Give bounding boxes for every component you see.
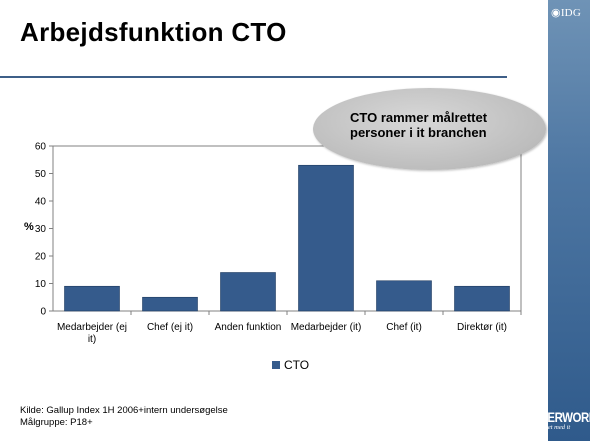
computerworld-logo-text: COMPUTERWORLD xyxy=(500,409,590,425)
y-tick-label: 50 xyxy=(35,169,47,180)
idg-logo: ◉IDG xyxy=(551,6,589,19)
x-category-label: Chef (ej it) xyxy=(147,322,193,333)
x-category-label-line: Medarbejder (it) xyxy=(291,322,362,333)
y-tick-label: 30 xyxy=(35,224,47,235)
legend-swatch-cto xyxy=(272,361,280,369)
y-axis-unit-label: % xyxy=(24,221,34,233)
callout-text: CTO rammer målrettet personer i it branc… xyxy=(350,110,488,140)
bar-4 xyxy=(298,164,354,312)
bars xyxy=(64,164,522,315)
idg-logo-symbol: ◉ xyxy=(551,7,561,19)
y-tick-label: 40 xyxy=(35,197,47,208)
bar-5 xyxy=(376,280,432,312)
bar-6 xyxy=(454,285,510,312)
chart-legend: CTO xyxy=(272,358,309,372)
y-tick-label: 0 xyxy=(40,307,46,318)
computerworld-logo: COMPUTERWORLD hvis du vil noget med it xyxy=(492,409,590,431)
bar-3 xyxy=(220,272,276,312)
x-category-label-line: Direktør (it) xyxy=(457,322,507,333)
right-decorative-band xyxy=(548,0,590,441)
x-category-label-line: Chef (ej it) xyxy=(147,322,193,333)
slide-title: Arbejdsfunktion CTO xyxy=(20,17,287,47)
idg-logo-text: IDG xyxy=(560,7,581,19)
y-axis: 0 10 20 30 40 50 60 xyxy=(35,142,53,318)
y-tick-label: 10 xyxy=(35,279,47,290)
x-category-label-line: it) xyxy=(88,334,96,345)
title-divider xyxy=(0,76,507,78)
plot-area xyxy=(52,145,522,312)
x-category-label: Medarbejder (ej it) xyxy=(57,322,127,345)
x-category-label-line: Medarbejder (ej xyxy=(57,322,127,333)
y-tick-label: 20 xyxy=(35,252,47,263)
bar-1 xyxy=(64,285,120,312)
callout-ellipse xyxy=(313,88,546,170)
source-note: Kilde: Gallup Index 1H 2006+intern under… xyxy=(20,405,228,429)
source-line-1: Kilde: Gallup Index 1H 2006+intern under… xyxy=(20,405,228,416)
x-category-label-line: Anden funktion xyxy=(215,322,282,333)
x-category-label: Direktør (it) xyxy=(457,322,507,333)
bar-2 xyxy=(142,296,198,312)
computerworld-tagline: hvis du vil noget med it xyxy=(509,424,571,431)
x-category-label-line: Chef (it) xyxy=(386,322,422,333)
source-line-2: Målgruppe: P18+ xyxy=(20,417,93,428)
x-axis-labels: Medarbejder (ej it) Chef (ej it) Anden funk… xyxy=(57,322,507,345)
x-category-label: Anden funktion xyxy=(215,322,282,333)
x-category-label: Chef (it) xyxy=(386,322,422,333)
y-tick-label: 60 xyxy=(35,142,47,153)
x-category-label: Medarbejder (it) xyxy=(291,322,362,333)
legend-label-cto: CTO xyxy=(284,358,309,372)
